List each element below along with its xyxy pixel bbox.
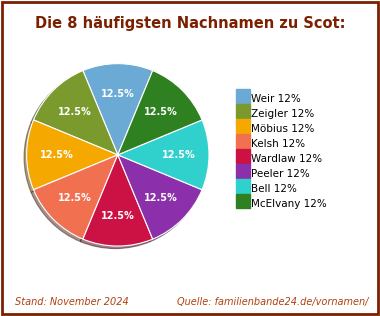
Wedge shape	[33, 70, 118, 155]
Wedge shape	[118, 120, 209, 190]
Wedge shape	[33, 155, 118, 239]
Legend: Weir 12%, Zeigler 12%, Möbius 12%, Kelsh 12%, Wardlaw 12%, Peeler 12%, Bell 12%,: Weir 12%, Zeigler 12%, Möbius 12%, Kelsh…	[233, 91, 330, 212]
Text: Quelle: familienbande24.de/vornamen/: Quelle: familienbande24.de/vornamen/	[177, 296, 369, 307]
Text: 12.5%: 12.5%	[58, 106, 92, 117]
Text: Die 8 häufigsten Nachnamen zu Scot:: Die 8 häufigsten Nachnamen zu Scot:	[35, 16, 345, 31]
Wedge shape	[83, 155, 153, 246]
Text: 12.5%: 12.5%	[144, 106, 178, 117]
Wedge shape	[83, 64, 153, 155]
Text: 12.5%: 12.5%	[58, 193, 92, 203]
Text: 12.5%: 12.5%	[162, 150, 196, 160]
Text: Stand: November 2024: Stand: November 2024	[15, 296, 129, 307]
Text: 12.5%: 12.5%	[40, 150, 74, 160]
Wedge shape	[27, 120, 118, 190]
Text: 12.5%: 12.5%	[101, 211, 135, 221]
Wedge shape	[118, 155, 202, 239]
Wedge shape	[118, 70, 202, 155]
Text: 12.5%: 12.5%	[144, 193, 178, 203]
Text: 12.5%: 12.5%	[101, 89, 135, 99]
